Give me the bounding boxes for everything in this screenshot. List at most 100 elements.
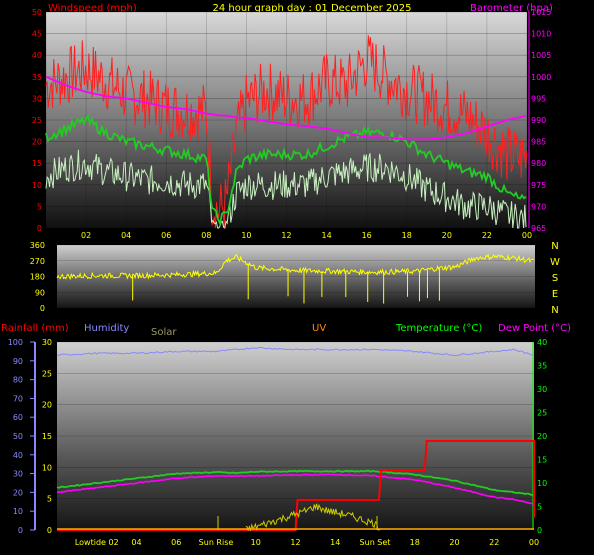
wind-x-tick: 04 (121, 231, 131, 240)
wind-x-ticks: 02 04 06 08 10 12 14 16 18 20 22 00 (81, 231, 532, 240)
humidity-y-tick: 30 (13, 470, 23, 479)
wind-y-tick: 0 (37, 224, 42, 233)
baro-y-tick: 1005 (531, 51, 551, 60)
wind-series (45, 35, 528, 229)
wind-y-tick: 20 (32, 138, 42, 147)
wind-y-ticks: 0 5 10 15 20 25 30 35 40 45 50 (32, 8, 42, 233)
temp-y-tick: 10 (537, 479, 547, 488)
wind-x-tick: 16 (362, 231, 372, 240)
humidity-y-tick: 80 (13, 376, 23, 385)
average-line (45, 113, 527, 227)
temp-y-tick: 15 (537, 456, 547, 465)
wind-y-tick: 35 (32, 73, 42, 82)
climate-x-tick: 10 (251, 538, 261, 547)
baro-y-tick: 1015 (531, 8, 551, 17)
dewpoint-line (56, 473, 534, 505)
wind-x-tick: 08 (201, 231, 211, 240)
wind-x-tick: 06 (161, 231, 171, 240)
baro-y-tick: 985 (531, 138, 546, 147)
barometer-axis-title: Barometer (hpa) (470, 3, 553, 14)
wind-y-tick: 5 (37, 202, 42, 211)
humidity-axis-title: Humidity (84, 323, 129, 334)
wind-y-tick: 45 (32, 30, 42, 39)
wind-y-tick: 10 (32, 181, 42, 190)
barometer-line (45, 75, 527, 141)
rain-y-tick: 10 (42, 463, 52, 472)
climate-x-tick: Lowtide 02 (75, 538, 119, 547)
wind-x-tick: 00 (522, 231, 532, 240)
temp-y-tick: 5 (537, 503, 542, 512)
temp-y-tick: 20 (537, 432, 547, 441)
graph-title: 24 hour graph day : 01 December 2025 (213, 3, 412, 14)
baro-y-tick: 990 (531, 116, 546, 125)
climate-x-tick: Sun Rise (199, 538, 234, 547)
climate-x-tick: 14 (330, 538, 340, 547)
dir-letter: S (552, 273, 558, 284)
dir-y-tick: 90 (35, 288, 45, 297)
wind-y-tick: 40 (32, 51, 42, 60)
baro-y-tick: 980 (531, 159, 546, 168)
wind-x-tick: 02 (81, 231, 91, 240)
gust-line (45, 35, 528, 229)
temp-y-tick: 35 (537, 362, 547, 371)
humidity-y-tick: 100 (8, 338, 23, 347)
dir-y-tick: 360 (30, 241, 45, 250)
dir-y-tick: 270 (30, 257, 45, 266)
wind-y-tick: 50 (32, 8, 42, 17)
climate-x-tick: 22 (489, 538, 499, 547)
climate-x-tick: 20 (449, 538, 459, 547)
baro-y-tick: 1000 (531, 73, 551, 82)
wind-x-tick: 12 (281, 231, 291, 240)
dir-letter: W (550, 257, 560, 268)
rain-y-tick: 5 (47, 495, 52, 504)
rain-y-tick: 0 (47, 526, 52, 535)
wind-y-tick: 25 (32, 116, 42, 125)
windspeed-axis-title: Windspeed (mph) (48, 3, 137, 14)
climate-x-tick: 04 (131, 538, 141, 547)
climate-x-ticks: Lowtide 02 04 06 Sun Rise 10 12 14 Sun Set 18 20 2… (75, 538, 539, 547)
wind-x-tick: 22 (482, 231, 492, 240)
humidity-y-tick: 70 (13, 394, 23, 403)
baro-y-ticks: 965 970 975 980 985 990 995 1000 1005 1010 1015 (528, 8, 551, 233)
humidity-y-tick: 60 (13, 413, 23, 422)
dir-grid (57, 244, 535, 309)
climate-x-tick: 12 (290, 538, 300, 547)
climate-x-tick: Sun Set (360, 538, 391, 547)
wind-x-tick: 10 (241, 231, 251, 240)
wind-x-tick: 18 (402, 231, 412, 240)
solar-line (245, 503, 381, 532)
wind-y-tick: 30 (32, 94, 42, 103)
temperature-axis-title: Temperature (°C) (395, 323, 482, 334)
dir-letter: N (551, 305, 558, 316)
wind-x-tick: 14 (321, 231, 331, 240)
rain-y-tick: 30 (42, 338, 52, 347)
rain-y-tick: 15 (42, 432, 52, 441)
baro-y-tick: 1010 (531, 30, 551, 39)
rain-y-tick: 20 (42, 401, 52, 410)
wind-y-tick: 15 (32, 159, 42, 168)
baro-y-tick: 970 (531, 202, 546, 211)
baro-y-tick: 965 (531, 224, 546, 233)
dir-y-tick: 0 (40, 304, 45, 313)
dir-letter: N (551, 241, 558, 252)
climate-series (56, 346, 535, 532)
dir-y-ticks: 0 90 180 270 360 (30, 241, 45, 313)
temperature-line (56, 469, 534, 496)
humidity-y-tick: 10 (13, 507, 23, 516)
direction-line (56, 253, 535, 281)
climate-panel: 0102030405060708090100051015202530051015… (8, 338, 547, 547)
rainfall-axis-title: Rainfall (mm) (1, 323, 69, 334)
baro-y-tick: 975 (531, 181, 546, 190)
direction-panel-bg (57, 245, 535, 308)
solar-axis-title: Solar (151, 327, 177, 338)
temp-y-tick: 40 (537, 338, 547, 347)
wind-x-tick: 20 (442, 231, 452, 240)
temp-y-tick: 30 (537, 385, 547, 394)
dir-series (56, 253, 535, 304)
humidity-y-tick: 40 (13, 451, 23, 460)
humidity-line (56, 346, 534, 357)
